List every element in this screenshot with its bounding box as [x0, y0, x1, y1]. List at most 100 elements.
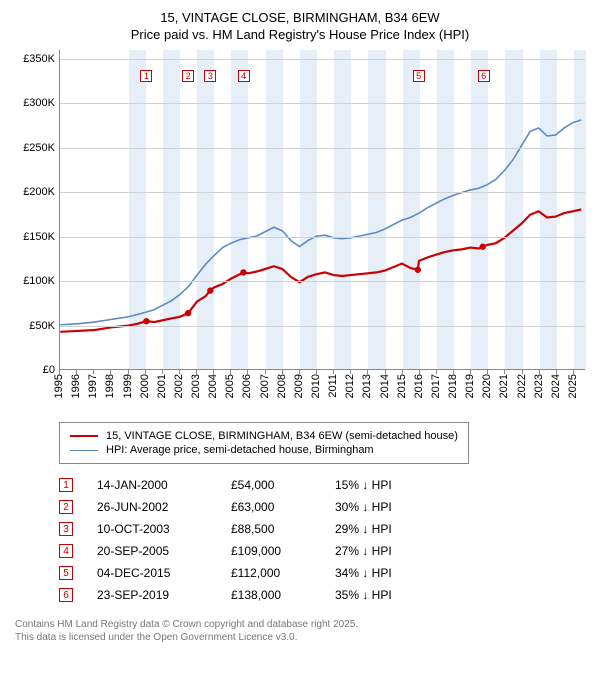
y-tick-label: £150K	[23, 231, 55, 243]
x-tick-label: 2024	[550, 374, 562, 398]
y-axis: £0£50K£100K£150K£200K£250K£300K£350K	[15, 50, 59, 370]
y-tick-label: £300K	[23, 97, 55, 109]
x-tick-label: 2013	[361, 374, 373, 398]
chart-area: £0£50K£100K£150K£200K£250K£300K£350K 123…	[15, 50, 585, 410]
sale-marker: 5	[59, 566, 73, 580]
x-tick-label: 1999	[122, 374, 134, 398]
sale-price: £63,000	[231, 500, 311, 514]
x-tick-label: 2007	[259, 374, 271, 398]
chart-title: 15, VINTAGE CLOSE, BIRMINGHAM, B34 6EW	[15, 10, 585, 25]
y-tick-label: £100K	[23, 275, 55, 287]
sale-diff: 29% ↓ HPI	[335, 522, 415, 536]
sale-diff: 27% ↓ HPI	[335, 544, 415, 558]
legend-label: HPI: Average price, semi-detached house,…	[106, 444, 374, 456]
x-tick-label: 2014	[379, 374, 391, 398]
x-tick-label: 2018	[447, 374, 459, 398]
footer-line: This data is licensed under the Open Gov…	[15, 631, 585, 644]
x-tick-label: 1998	[104, 374, 116, 398]
sale-dot	[207, 287, 213, 293]
series-hpi	[60, 120, 581, 325]
x-tick-label: 2019	[464, 374, 476, 398]
sale-marker: 3	[59, 522, 73, 536]
footer-line: Contains HM Land Registry data © Crown c…	[15, 618, 585, 631]
sale-date: 20-SEP-2005	[97, 544, 207, 558]
x-tick-label: 2021	[498, 374, 510, 398]
x-tick-label: 2005	[224, 374, 236, 398]
sale-row: 2 26-JUN-2002 £63,000 30% ↓ HPI	[59, 496, 585, 518]
x-tick-label: 2011	[327, 374, 339, 398]
chart-subtitle: Price paid vs. HM Land Registry's House …	[15, 27, 585, 42]
sale-date: 04-DEC-2015	[97, 566, 207, 580]
chart-sale-marker: 5	[413, 70, 425, 82]
legend-box: 15, VINTAGE CLOSE, BIRMINGHAM, B34 6EW (…	[59, 422, 469, 464]
x-tick-label: 1997	[87, 374, 99, 398]
gridline	[60, 103, 585, 104]
y-tick-label: £200K	[23, 186, 55, 198]
sale-dot	[240, 269, 246, 275]
legend-label: 15, VINTAGE CLOSE, BIRMINGHAM, B34 6EW (…	[106, 430, 458, 442]
sale-date: 23-SEP-2019	[97, 588, 207, 602]
gridline	[60, 148, 585, 149]
x-tick-label: 1995	[53, 374, 65, 398]
sale-marker: 1	[59, 478, 73, 492]
sale-diff: 30% ↓ HPI	[335, 500, 415, 514]
x-tick-label: 2025	[567, 374, 579, 398]
chart-sale-marker: 2	[182, 70, 194, 82]
y-tick-label: £250K	[23, 142, 55, 154]
legend-swatch	[70, 435, 98, 437]
gridline	[60, 237, 585, 238]
sale-marker: 2	[59, 500, 73, 514]
x-tick-label: 2000	[139, 374, 151, 398]
sale-date: 10-OCT-2003	[97, 522, 207, 536]
legend-row: 15, VINTAGE CLOSE, BIRMINGHAM, B34 6EW (…	[70, 429, 458, 443]
legend-row: HPI: Average price, semi-detached house,…	[70, 443, 458, 457]
sale-date: 26-JUN-2002	[97, 500, 207, 514]
sale-dot	[415, 267, 421, 273]
chart-sale-marker: 4	[238, 70, 250, 82]
gridline	[60, 281, 585, 282]
x-tick-label: 2003	[190, 374, 202, 398]
sale-marker: 4	[59, 544, 73, 558]
sale-dot	[143, 318, 149, 324]
sale-diff: 34% ↓ HPI	[335, 566, 415, 580]
x-tick-label: 2016	[413, 374, 425, 398]
sale-dot	[185, 310, 191, 316]
gridline	[60, 59, 585, 60]
plot-area: 123456	[59, 50, 585, 370]
gridline	[60, 192, 585, 193]
sale-price: £109,000	[231, 544, 311, 558]
chart-sale-marker: 1	[140, 70, 152, 82]
x-tick-label: 2009	[293, 374, 305, 398]
sale-date: 14-JAN-2000	[97, 478, 207, 492]
sale-price: £54,000	[231, 478, 311, 492]
x-tick-label: 2006	[241, 374, 253, 398]
sales-table: 1 14-JAN-2000 £54,000 15% ↓ HPI 2 26-JUN-2002…	[59, 474, 585, 606]
x-axis: 1995199619971998199920002001200220032004…	[59, 370, 585, 410]
line-svg	[60, 50, 585, 369]
sale-row: 1 14-JAN-2000 £54,000 15% ↓ HPI	[59, 474, 585, 496]
sale-row: 4 20-SEP-2005 £109,000 27% ↓ HPI	[59, 540, 585, 562]
sale-row: 3 10-OCT-2003 £88,500 29% ↓ HPI	[59, 518, 585, 540]
sale-row: 623-SEP-2019£138,00035% ↓ HPI	[59, 584, 585, 606]
x-tick-label: 2008	[276, 374, 288, 398]
footer-attribution: Contains HM Land Registry data © Crown c…	[15, 618, 585, 644]
sale-price: £88,500	[231, 522, 311, 536]
x-tick-label: 2010	[310, 374, 322, 398]
x-tick-label: 2017	[430, 374, 442, 398]
sale-diff: 35% ↓ HPI	[335, 588, 415, 602]
sale-row: 504-DEC-2015£112,00034% ↓ HPI	[59, 562, 585, 584]
chart-sale-marker: 6	[478, 70, 490, 82]
gridline	[60, 326, 585, 327]
chart-sale-marker: 3	[204, 70, 216, 82]
x-tick-label: 2015	[396, 374, 408, 398]
y-tick-label: £350K	[23, 53, 55, 65]
x-tick-label: 2002	[173, 374, 185, 398]
x-tick-label: 2023	[533, 374, 545, 398]
sale-diff: 15% ↓ HPI	[335, 478, 415, 492]
sale-marker: 6	[59, 588, 73, 602]
legend-swatch	[70, 450, 98, 451]
x-tick-label: 1996	[70, 374, 82, 398]
sale-dot	[480, 244, 486, 250]
x-tick-label: 2020	[481, 374, 493, 398]
y-tick-label: £50K	[29, 320, 55, 332]
